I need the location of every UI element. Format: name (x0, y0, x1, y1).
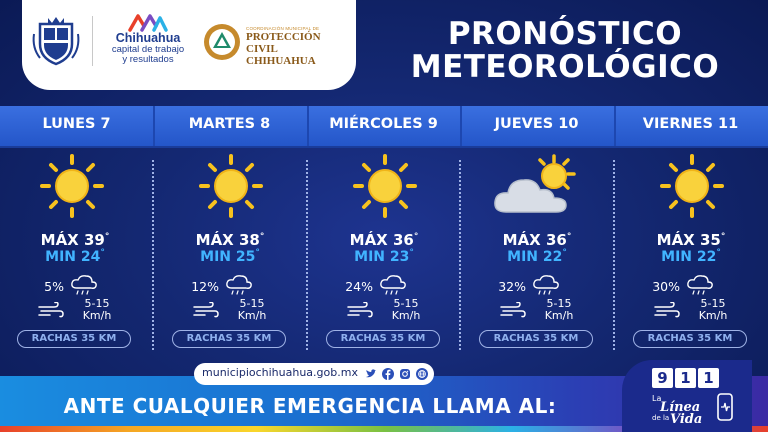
gusts-pill: RACHAS 35 KM (17, 330, 131, 348)
wind-unit: Km/h (698, 309, 728, 322)
city-seal-icon (32, 17, 80, 66)
color-stripe (0, 426, 768, 432)
gusts-pill: RACHAS 35 KM (479, 330, 593, 348)
day-name-tuesday: MARTES 8 (188, 116, 271, 132)
min-temp: MIN 22° (507, 248, 567, 265)
min-temp: MIN 25° (200, 248, 260, 265)
facebook-icon[interactable] (382, 368, 394, 380)
min-temp: MIN 23° (354, 248, 414, 265)
digit: 1 (698, 368, 719, 388)
brand-slogan-2: y resultados (122, 54, 174, 65)
sun-icon (199, 154, 263, 218)
day-name-thursday: JUEVES 10 (494, 116, 579, 132)
brand-name: Chihuahua (115, 31, 181, 45)
column-divider (613, 160, 615, 350)
pc-title-line2: CHIHUAHUA (246, 55, 316, 67)
badge-text-linea: Línea (660, 400, 701, 415)
rain-probability: 24% (345, 279, 373, 294)
rain-probability: 30% (652, 279, 680, 294)
wind-speed: 5-15 (239, 297, 265, 310)
badge-text-vida: Vida (670, 412, 703, 427)
phone-icon (717, 393, 733, 421)
cloud-sun-icon (494, 154, 576, 213)
wind-icon (500, 302, 526, 318)
wind-unit: Km/h (391, 309, 421, 322)
column-divider (459, 160, 461, 350)
badge-text-de-la: de la (652, 414, 670, 422)
sun-icon (660, 154, 724, 218)
day-header-separator (460, 106, 462, 146)
wind-speed: 5-15 (546, 297, 572, 310)
wind-speed: 5-15 (84, 297, 110, 310)
wind-speed: 5-15 (700, 297, 726, 310)
rain-cloud-icon (533, 275, 559, 295)
pc-title-line1: PROTECCIÓN CIVIL (246, 31, 321, 55)
max-temp: MÁX 39° (40, 231, 110, 249)
badge-text-la: La (652, 394, 662, 403)
rain-cloud-icon (687, 275, 713, 295)
page-title-line2: METEOROLÓGICO (410, 49, 720, 85)
wind-unit: Km/h (237, 309, 267, 322)
brand-m-icon (128, 14, 168, 32)
day-header-bar (0, 106, 768, 146)
brand-slogan-1: capital de trabajo (111, 44, 185, 55)
page-title: PRONÓSTICO METEOROLÓGICO (380, 18, 750, 84)
min-temp: MIN 24° (45, 248, 105, 265)
wind-icon (347, 302, 373, 318)
digit: 9 (652, 368, 673, 388)
day-header-separator (307, 106, 309, 146)
page-title-line1: PRONÓSTICO (447, 16, 683, 52)
twitter-icon[interactable] (365, 368, 377, 380)
rain-cloud-icon (380, 275, 406, 295)
wind-unit: Km/h (544, 309, 574, 322)
wind-icon (193, 302, 219, 318)
sun-icon (40, 154, 104, 218)
digit: 1 (675, 368, 696, 388)
wind-unit: Km/h (82, 309, 112, 322)
max-temp: MÁX 35° (656, 231, 726, 249)
rain-probability: 5% (44, 279, 64, 294)
gusts-pill: RACHAS 35 KM (633, 330, 747, 348)
column-divider (306, 160, 308, 350)
gusts-pill: RACHAS 35 KM (172, 330, 286, 348)
wind-icon (38, 302, 64, 318)
website-link[interactable]: municipiochihuahua.gob.mx (202, 366, 358, 379)
rain-cloud-icon (71, 275, 97, 295)
web-globe-icon[interactable] (416, 368, 428, 380)
day-header-separator (614, 106, 616, 146)
chihuahua-brand-logo: Chihuahua capital de trabajo y resultado… (98, 12, 198, 72)
rain-probability: 32% (498, 279, 526, 294)
wind-speed: 5-15 (393, 297, 419, 310)
instagram-icon[interactable] (399, 368, 411, 380)
gusts-pill: RACHAS 35 KM (326, 330, 440, 348)
max-temp: MÁX 38° (195, 231, 265, 249)
rain-probability: 12% (191, 279, 219, 294)
day-name-monday: LUNES 7 (42, 116, 111, 132)
proteccion-civil-text: COORDINACIÓN MUNICIPAL DE PROTECCIÓN CIV… (246, 26, 352, 67)
day-name-wednesday: MIÉRCOLES 9 (329, 116, 438, 132)
proteccion-civil-emblem-icon (204, 24, 240, 60)
max-temp: MÁX 36° (502, 231, 572, 249)
logo-divider (92, 16, 93, 66)
pc-coordination-label: COORDINACIÓN MUNICIPAL DE (246, 26, 320, 31)
max-temp: MÁX 36° (349, 231, 419, 249)
url-pill[interactable] (194, 363, 434, 385)
column-divider (152, 160, 154, 350)
emergency-message: ANTE CUALQUIER EMERGENCIA LLAMA AL: (63, 394, 557, 418)
day-header-separator (153, 106, 155, 146)
wind-icon (654, 302, 680, 318)
min-temp: MIN 22° (661, 248, 721, 265)
day-name-friday: VIERNES 11 (642, 116, 739, 132)
rain-cloud-icon (226, 275, 252, 295)
sun-icon (353, 154, 417, 218)
